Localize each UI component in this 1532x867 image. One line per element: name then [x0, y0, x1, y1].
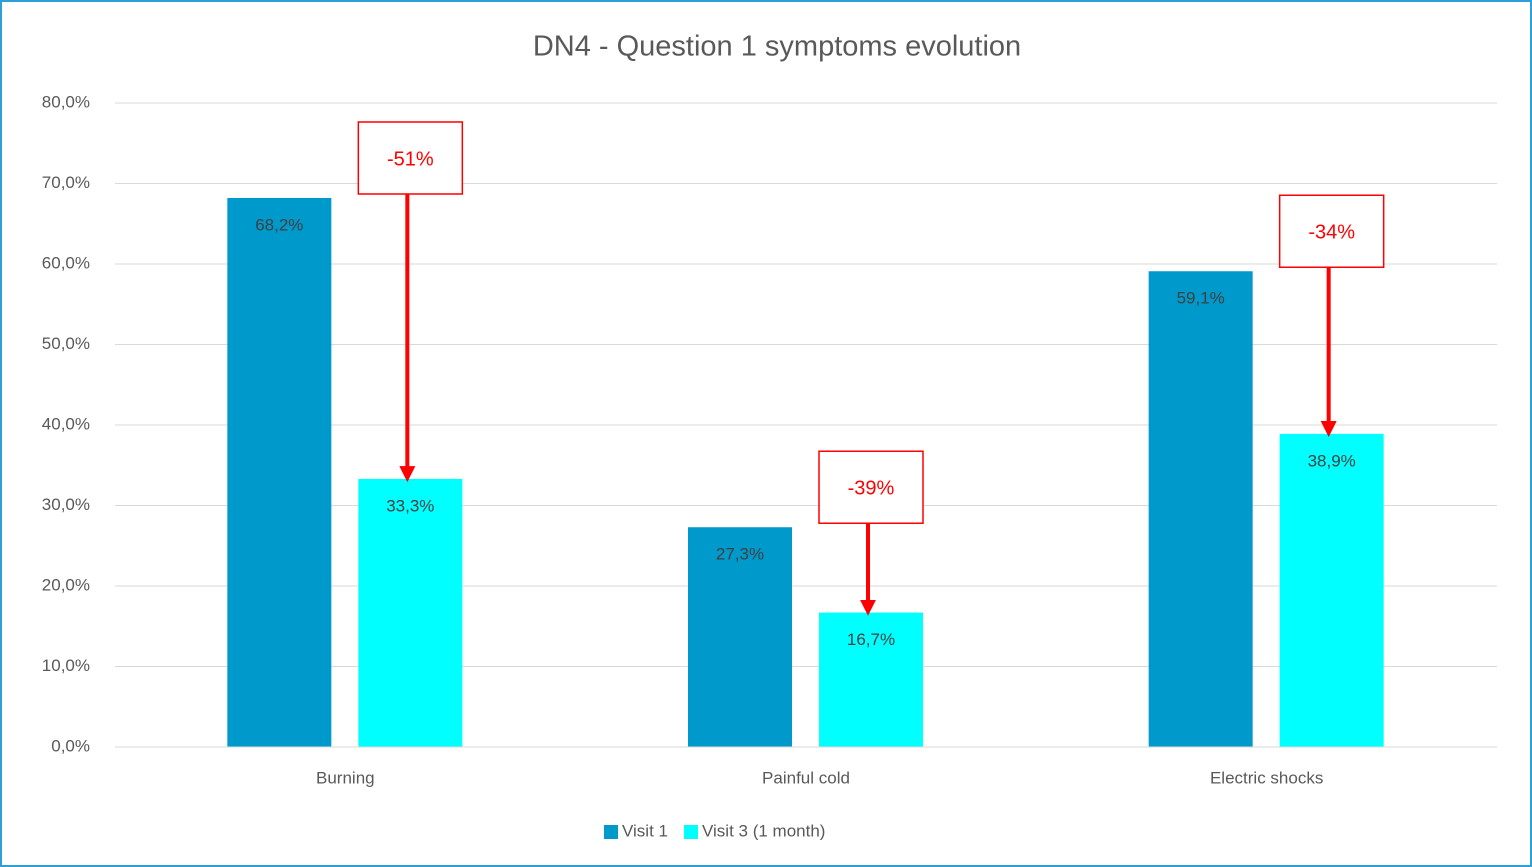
y-tick-label: 10,0%	[42, 656, 90, 675]
bar	[227, 197, 332, 748]
annotation-box	[357, 121, 464, 195]
bar	[1279, 433, 1384, 747]
y-tick-label: 20,0%	[42, 575, 90, 594]
data-label: 16,7%	[847, 630, 895, 649]
y-tick-label: 60,0%	[42, 253, 90, 272]
data-label: 38,9%	[1308, 451, 1356, 470]
y-tick-label: 30,0%	[42, 495, 90, 514]
annotation-label: -39%	[848, 478, 895, 500]
annotation-box	[818, 450, 924, 524]
y-tick-label: 70,0%	[42, 173, 90, 192]
data-label: 33,3%	[386, 496, 434, 515]
x-tick-label: Painful cold	[762, 768, 850, 787]
y-tick-label: 80,0%	[42, 92, 90, 111]
bar	[358, 478, 463, 747]
data-label: 59,1%	[1177, 289, 1225, 308]
y-tick-label: 0,0%	[51, 736, 90, 755]
annotation-box	[1278, 194, 1385, 268]
bar	[1148, 271, 1253, 747]
x-tick-label: Electric shocks	[1210, 768, 1323, 787]
y-tick-label: 40,0%	[42, 414, 90, 433]
data-label: 27,3%	[716, 545, 764, 564]
y-tick-label: 50,0%	[42, 334, 90, 353]
annotation-label: -51%	[387, 148, 434, 170]
bar	[688, 527, 792, 747]
data-label: 68,2%	[255, 215, 303, 234]
chart-title: DN4 - Question 1 symptoms evolution	[533, 31, 1021, 63]
legend-label: Visit 1	[622, 821, 668, 840]
bar	[819, 612, 923, 747]
legend-swatch	[604, 825, 618, 839]
x-tick-label: Burning	[316, 768, 375, 787]
legend-label: Visit 3 (1 month)	[702, 821, 825, 840]
legend-swatch	[684, 825, 698, 839]
annotation-label: -34%	[1308, 222, 1355, 244]
